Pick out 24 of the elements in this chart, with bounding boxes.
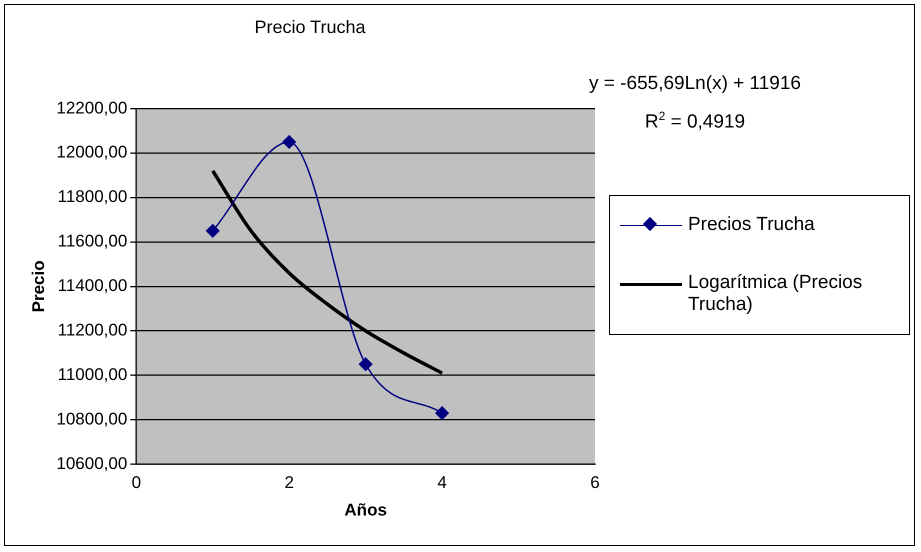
- point: [358, 357, 372, 371]
- legend-label: Precios Trucha: [688, 214, 815, 236]
- x-tick-label: 6: [590, 473, 600, 492]
- y-tick-label: 10600,00: [56, 454, 128, 473]
- y-tick-label: 12200,00: [56, 98, 128, 118]
- y-tick-label: 10800,00: [56, 409, 128, 428]
- y-tick-label: 11000,00: [58, 364, 128, 384]
- y-tick-label: 12000,00: [56, 142, 128, 162]
- y-tick-label: 11200,00: [58, 320, 128, 340]
- chart-title: Precio Trucha: [254, 16, 367, 37]
- y-axis-title: Precio: [28, 260, 48, 312]
- text: R$^{2}$ = 0,4919: [644, 108, 746, 134]
- point: [206, 224, 220, 238]
- legend-label: Logarítmica (Precios Trucha): [688, 272, 864, 316]
- y-tick-label: 11600,00: [58, 232, 128, 251]
- point: [282, 135, 296, 149]
- x-axis-title: Años: [344, 500, 387, 520]
- y-tick-label: 11800,00: [58, 187, 128, 206]
- x-tick-label: 0: [132, 473, 142, 492]
- y-tick-label: 11400,00: [58, 276, 128, 296]
- x-tick-label: 4: [437, 473, 447, 492]
- text: y = -655,69Ln(x) + 11916: [588, 72, 802, 96]
- point: [435, 406, 449, 420]
- x-tick-label: 2: [284, 473, 294, 492]
